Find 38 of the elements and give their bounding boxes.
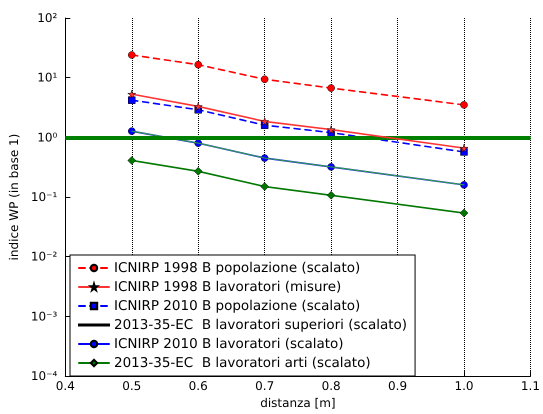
point (194, 60, 202, 68)
y-tick-label: 10⁻⁴ (30, 369, 58, 384)
y-tick-label: 10⁻³ (30, 309, 58, 324)
point (194, 167, 202, 176)
legend-label: ICNIRP 2010 B lavoratori (scalato) (114, 336, 344, 352)
y-tick-label: 10² (37, 11, 58, 25)
y-tick-label: 10⁰ (37, 130, 58, 144)
legend-label: ICNIRP 1998 B lavoratori (misure) (114, 279, 342, 295)
x-tick-label: 0.4 (56, 379, 75, 394)
point (326, 191, 336, 200)
x-tick-label: 0.7 (255, 379, 274, 394)
x-axis-title: distanza [m] (260, 396, 336, 410)
point (260, 117, 269, 126)
x-tick-label: 0.5 (122, 379, 142, 394)
legend-label: 2013-35-EC B lavoratori superiori (scalato) (114, 317, 408, 333)
x-tick-label: 1.0 (454, 379, 474, 394)
point (128, 90, 136, 98)
legend-label: 2013-35-EC B lavoratori arti (scalato) (114, 355, 371, 371)
point (460, 101, 468, 109)
point (326, 125, 336, 134)
point (327, 84, 335, 92)
point (260, 182, 269, 191)
y-tick-label: 10⁻¹ (30, 190, 58, 204)
x-tick-label: 1.1 (520, 379, 540, 394)
x-tick-label: 0.6 (188, 379, 208, 394)
legend-label: ICNIRP 2010 B popolazione (scalato) (114, 298, 360, 314)
y-tick-label: 10⁻² (30, 250, 58, 264)
x-tick-label: 0.9 (388, 379, 408, 394)
point (194, 102, 202, 111)
legend-label: ICNIRP 1998 B popolazione (scalato) (114, 260, 360, 276)
point (128, 51, 136, 59)
x-tick-label: 0.8 (322, 379, 341, 394)
y-tick-label: 10¹ (37, 70, 58, 85)
point (460, 208, 468, 218)
point (260, 76, 268, 84)
point (460, 144, 468, 152)
y-axis-title: indice WP (in base 1) (7, 134, 21, 260)
point (128, 156, 136, 165)
